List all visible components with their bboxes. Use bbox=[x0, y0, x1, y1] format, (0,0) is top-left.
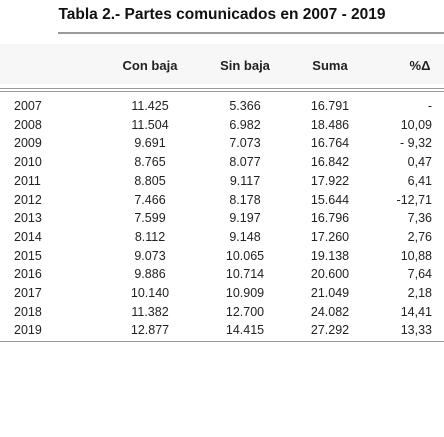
table-cell: 9.691 bbox=[134, 136, 166, 151]
table-cell: 7,36 bbox=[407, 211, 432, 226]
table-cell: 7.599 bbox=[134, 211, 166, 226]
table-cell: 13,33 bbox=[400, 323, 432, 338]
table-cell: -12,71 bbox=[396, 192, 432, 207]
column-header: %Δ bbox=[409, 58, 431, 73]
table-cell: 9.117 bbox=[229, 173, 261, 188]
table-cell: 8.178 bbox=[229, 192, 261, 207]
table-cell: 7.466 bbox=[134, 192, 166, 207]
table-cell: 2,76 bbox=[407, 229, 432, 244]
row-label: 2013 bbox=[14, 211, 42, 226]
table-cell: 16.791 bbox=[310, 99, 350, 113]
table-cell: 20.600 bbox=[310, 267, 350, 282]
table-cell: 10,09 bbox=[400, 117, 432, 132]
table-cell: 5.366 bbox=[229, 99, 261, 113]
table-cell: 11.382 bbox=[131, 304, 169, 319]
table-cell: 10.065 bbox=[225, 248, 265, 263]
table-cell: 11.425 bbox=[131, 99, 169, 113]
row-label: 2018 bbox=[14, 304, 42, 319]
table-cell: 8.805 bbox=[134, 173, 166, 188]
row-label: 2016 bbox=[14, 267, 42, 282]
table-cell: 0,47 bbox=[407, 155, 432, 170]
bottom-rule bbox=[0, 341, 444, 342]
table-cell: 27.292 bbox=[310, 323, 350, 338]
row-label: 2019 bbox=[14, 323, 42, 338]
column-header: Sin baja bbox=[220, 58, 270, 73]
table-cell: 7.073 bbox=[229, 136, 261, 151]
table-cell: 6.982 bbox=[229, 117, 261, 132]
table-cell: 16.842 bbox=[310, 155, 350, 170]
table-cell: 9.197 bbox=[229, 211, 261, 226]
table-cell: 2,18 bbox=[407, 286, 432, 300]
row-label: 2010 bbox=[14, 155, 42, 170]
table-cell: 17.260 bbox=[310, 229, 350, 244]
table-cell: 9.886 bbox=[134, 267, 166, 282]
row-label: 2009 bbox=[14, 136, 42, 151]
row-label: 2015 bbox=[14, 248, 42, 263]
table-cell: 10,88 bbox=[400, 248, 432, 263]
table-cell: 8.112 bbox=[134, 229, 166, 244]
title-rule bbox=[58, 32, 444, 34]
table-cell: 24.082 bbox=[310, 304, 350, 319]
table-cell: 8.765 bbox=[134, 155, 166, 170]
row-label: 2011 bbox=[14, 173, 41, 188]
table-cell: 14.415 bbox=[225, 323, 265, 338]
table-cell: 8.077 bbox=[229, 155, 261, 170]
table-cell: 21.049 bbox=[310, 286, 350, 300]
table-cell: 9.148 bbox=[229, 229, 261, 244]
table-cell: 12.877 bbox=[130, 323, 170, 338]
row-label: 2017 bbox=[14, 286, 42, 300]
table-cell: 7,64 bbox=[407, 267, 432, 282]
table-cell: 11.504 bbox=[131, 117, 169, 132]
table-cell: 16.796 bbox=[310, 211, 350, 226]
table-cell: 10.714 bbox=[225, 267, 265, 282]
table-cell: 19.138 bbox=[310, 248, 350, 263]
table-cell: 18.486 bbox=[310, 117, 350, 132]
header-band bbox=[0, 44, 444, 84]
table-cell: 17.922 bbox=[310, 173, 350, 188]
row-label: 2012 bbox=[14, 192, 42, 207]
row-label: 2014 bbox=[14, 229, 42, 244]
header-rule bbox=[0, 88, 444, 89]
table-cell: 6,41 bbox=[407, 173, 432, 188]
table-cell: 9.073 bbox=[134, 248, 166, 263]
table-cell: - 9,32 bbox=[400, 136, 432, 151]
table-cell: 10.140 bbox=[130, 286, 170, 300]
table-cell: 10.909 bbox=[225, 286, 265, 300]
table-cell: 16.764 bbox=[310, 136, 350, 151]
row-label: 2007 bbox=[14, 99, 42, 113]
table-title: Tabla 2.- Partes comunicados en 2007 - 2… bbox=[58, 6, 386, 23]
table-cell: - bbox=[427, 99, 432, 113]
row-label: 2008 bbox=[14, 117, 42, 132]
column-header: Suma bbox=[312, 58, 348, 73]
column-header: Con baja bbox=[122, 58, 178, 73]
table-cell: 12.700 bbox=[225, 304, 265, 319]
table-cell: 15.644 bbox=[310, 192, 350, 207]
table-cell: 14,41 bbox=[400, 304, 432, 319]
header-rule bbox=[0, 91, 444, 92]
